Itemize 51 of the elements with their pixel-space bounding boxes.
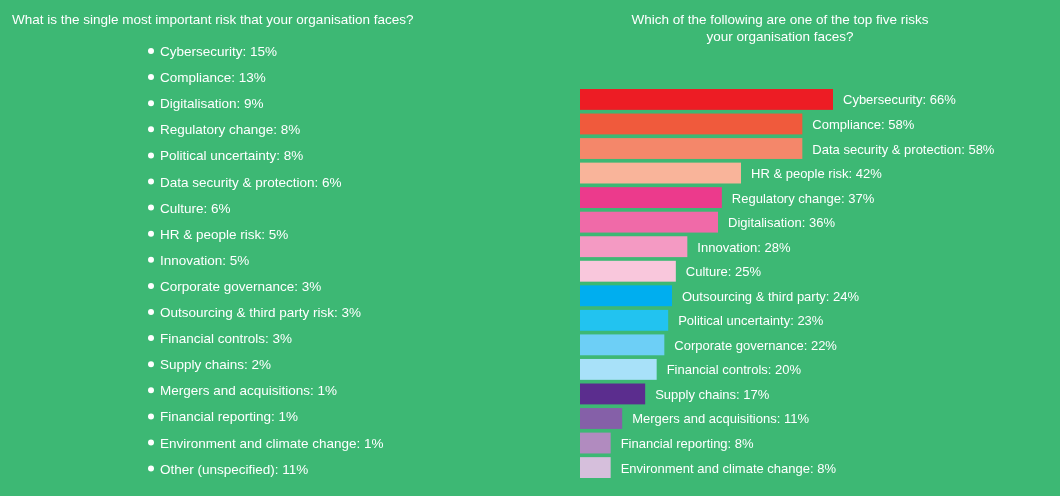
data-label: Digitalisation: 36%: [728, 215, 836, 231]
bar: [580, 138, 803, 159]
bar: [580, 236, 688, 258]
data-label: Compliance: 58%: [812, 116, 915, 132]
bar: [580, 358, 657, 380]
text: Financial controls: 3%: [160, 331, 293, 347]
bar: [580, 260, 676, 282]
bar: [580, 334, 665, 356]
data-label: Regulatory change: 37%: [731, 190, 875, 206]
text: Financial reporting: 1%: [160, 409, 299, 425]
text: What is the single most important risk that your organisation faces?: [12, 12, 414, 27]
data-label: Supply chains: 17%: [655, 386, 770, 402]
text: Supply chains: 2%: [160, 357, 272, 373]
bar: [580, 162, 741, 184]
data-label: Mergers and acquisitions: 11%: [632, 411, 810, 427]
bar: [580, 113, 803, 135]
text: Political uncertainty: 8%: [160, 148, 304, 164]
data-label: Financial reporting: 8%: [620, 436, 755, 452]
text: Culture: 6%: [160, 200, 231, 216]
data-label: Environment and climate change: 8%: [620, 460, 837, 476]
data-label: Cybersecurity: 66%: [843, 92, 957, 108]
text: Cybersecurity: 15%: [160, 44, 278, 59]
bar: [580, 89, 833, 110]
bar: [580, 187, 722, 209]
data-label: Political uncertainty: 23%: [678, 313, 824, 329]
data-label: Data security & protection: 58%: [812, 141, 995, 157]
bar: [580, 457, 611, 478]
text: Environment and climate change: 1%: [160, 435, 384, 451]
bar: [580, 211, 718, 233]
text: Outsourcing & third party risk: 3%: [160, 305, 362, 320]
text: Data security & protection: 6%: [160, 174, 342, 190]
text: Mergers and acquisitions: 1%: [160, 383, 338, 399]
text: HR & people risk: 5%: [160, 226, 289, 242]
text: Corporate governance: 3%: [160, 278, 322, 294]
bar: [580, 309, 669, 331]
text: Digitalisation: 9%: [160, 96, 264, 112]
bar: [580, 383, 646, 405]
text: Compliance: 13%: [160, 70, 266, 86]
bar: [580, 408, 623, 429]
text: Regulatory change: 8%: [160, 122, 301, 138]
data-label: Financial controls: 20%: [666, 362, 802, 378]
data-label: HR & people risk: 42%: [751, 166, 883, 182]
data-label: Culture: 25%: [685, 264, 762, 280]
text: Innovation: 5%: [160, 252, 250, 268]
text: Other (unspecified): 11%: [160, 461, 309, 477]
chart-title: Which of the following are one of the top five risks your organisation faces?: [631, 12, 929, 44]
bar: [580, 285, 672, 307]
data-label: Innovation: 28%: [697, 239, 792, 255]
data-label: Corporate governance: 22%: [674, 337, 838, 353]
data-label: Outsourcing & third party: 24%: [682, 288, 860, 304]
bar: [580, 432, 611, 454]
